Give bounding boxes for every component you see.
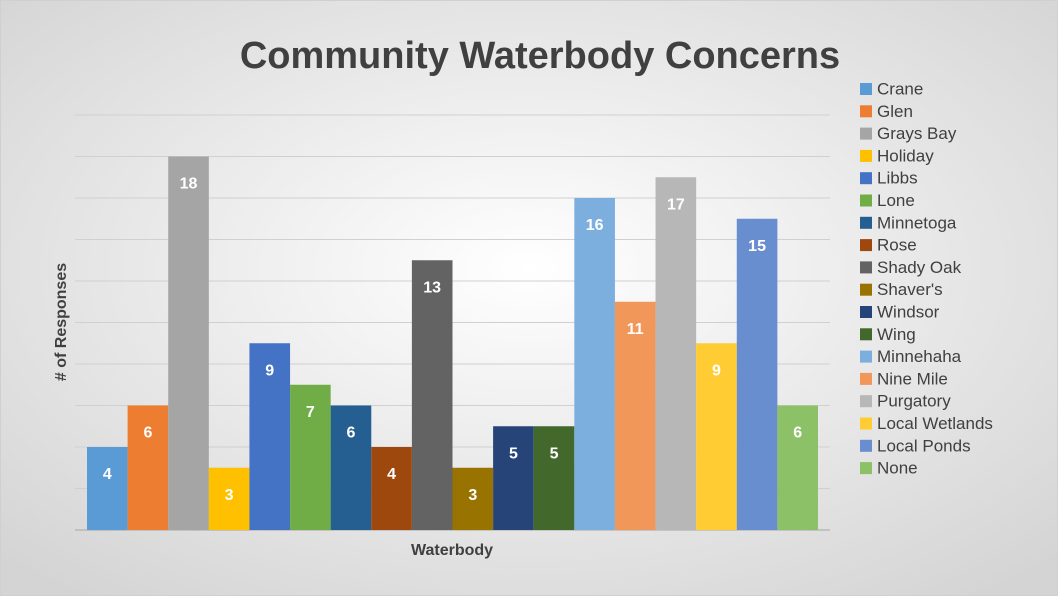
legend-swatch: [860, 261, 872, 274]
legend-swatch: [860, 105, 872, 118]
legend-swatch: [860, 239, 872, 252]
data-label: 3: [225, 487, 234, 504]
legend-swatch: [860, 194, 872, 207]
legend-label: Glen: [877, 102, 913, 121]
legend-swatch: [860, 83, 872, 95]
legend-label: Minnehaha: [877, 347, 962, 366]
bar: [371, 447, 412, 530]
legend-swatch: [860, 328, 872, 341]
legend-label: Holiday: [877, 146, 934, 165]
bar: [574, 198, 615, 530]
bar: [168, 156, 209, 530]
legend-label: Nine Mile: [877, 369, 948, 388]
data-label: 9: [265, 362, 274, 379]
legend-label: Lone: [877, 191, 915, 210]
legend-label: Local Ponds: [877, 436, 971, 455]
legend-swatch: [860, 216, 872, 229]
chart-title: Community Waterbody Concerns: [240, 35, 840, 77]
data-label: 4: [103, 466, 112, 483]
legend-label: Grays Bay: [877, 124, 957, 143]
data-label: 3: [468, 487, 477, 504]
data-label: 15: [748, 238, 766, 255]
legend-swatch: [860, 462, 872, 475]
legend-label: Wing: [877, 325, 916, 344]
legend-label: Rose: [877, 236, 917, 255]
data-label: 18: [180, 176, 198, 193]
data-label: 5: [550, 445, 559, 462]
legend-swatch: [860, 127, 872, 140]
data-label: 4: [387, 466, 396, 483]
bar: [330, 405, 372, 530]
bar: [87, 447, 128, 530]
bar: [777, 405, 818, 530]
bar: [614, 301, 656, 530]
data-label: 6: [347, 425, 356, 442]
y-axis-label: # of Responses: [53, 263, 70, 381]
legend-swatch: [860, 439, 872, 452]
data-label: 5: [509, 445, 518, 462]
bar: [533, 426, 575, 530]
bar: [249, 343, 291, 530]
bar: [493, 426, 534, 530]
legend-label: Shaver's: [877, 280, 943, 299]
legend-label: Purgatory: [877, 392, 951, 411]
data-label: 11: [627, 321, 644, 338]
data-label: 9: [712, 362, 721, 379]
data-label: 6: [793, 425, 802, 442]
legend-label: Shady Oak: [877, 258, 962, 277]
legend-swatch: [860, 306, 872, 318]
data-label: 7: [306, 404, 315, 421]
legend-label: Minnetoga: [877, 213, 957, 232]
bar: [696, 343, 737, 530]
legend-swatch: [860, 372, 872, 385]
data-label: 17: [667, 196, 685, 213]
bar: [655, 177, 697, 530]
bar: [208, 467, 250, 530]
x-axis-label: Waterbody: [411, 542, 493, 559]
legend-label: Libbs: [877, 169, 918, 188]
bar: [290, 384, 331, 530]
legend-swatch: [860, 149, 872, 162]
data-label: 16: [586, 217, 604, 234]
legend-label: Windsor: [877, 302, 940, 321]
bar: [452, 467, 494, 530]
legend-swatch: [860, 350, 872, 363]
legend-swatch: [860, 395, 872, 408]
legend-label: Crane: [877, 79, 923, 98]
legend-swatch: [860, 417, 872, 430]
legend-label: None: [877, 459, 918, 478]
bar: [127, 405, 169, 530]
legend-label: Local Wetlands: [877, 414, 993, 433]
legend-swatch: [860, 172, 872, 185]
data-label: 13: [423, 279, 441, 296]
bar: [736, 218, 778, 530]
bar: [411, 260, 453, 530]
data-label: 6: [143, 425, 152, 442]
legend-swatch: [860, 283, 872, 296]
